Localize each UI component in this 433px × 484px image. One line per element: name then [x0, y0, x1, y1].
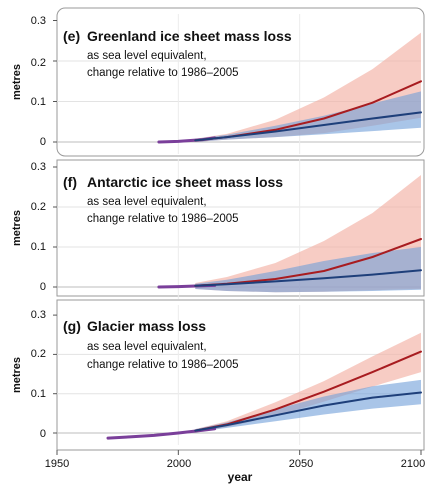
x-tick-2050: 2050 [289, 458, 313, 470]
panel-e-ylabel: metres [11, 64, 23, 100]
x-axis-label: year [228, 470, 253, 484]
panel-e-subtitle-2: change relative to 1986–2005 [87, 67, 239, 79]
panel-f-plot [53, 159, 422, 299]
panel-g-ytick-0.2: 0.2 [31, 348, 46, 360]
panel-e-ytick-0.1: 0.1 [31, 96, 46, 108]
x-tick-2000: 2000 [167, 458, 191, 470]
panel-e-low-band [195, 91, 421, 142]
x-tick-1950: 1950 [45, 458, 69, 470]
panel-f: (f) Antarctic ice sheet mass loss as sea… [11, 159, 425, 299]
panel-g-subtitle-1: as sea level equivalent, [87, 341, 207, 353]
panel-e-low-line [194, 111, 422, 142]
panel-g-title: Glacier mass loss [87, 318, 206, 334]
panel-f-title: Antarctic ice sheet mass loss [87, 174, 283, 190]
panel-f-low-line [194, 269, 422, 287]
x-tick-2100: 2100 [401, 458, 425, 470]
panel-e-ytick-0: 0 [40, 136, 46, 148]
panel-e-plot [53, 14, 422, 154]
panel-g-letter: (g) [63, 318, 81, 334]
panel-f-subtitle-1: as sea level equivalent, [87, 196, 207, 208]
panel-f-ytick-0: 0 [40, 281, 46, 293]
panel-e: (e) Greenland ice sheet mass loss as sea… [11, 7, 425, 157]
panel-g-subtitle-2: change relative to 1986–2005 [87, 359, 239, 371]
panel-f-ytick-0.3: 0.3 [31, 161, 46, 173]
panel-f-letter: (f) [63, 174, 77, 190]
panel-g-ytick-0: 0 [40, 428, 46, 440]
panel-g: (g) Glacier mass loss as sea level equiv… [11, 299, 425, 484]
panel-e-ytick-0.2: 0.2 [31, 57, 46, 69]
panel-g-high-band [195, 332, 421, 433]
panel-f-ylabel: metres [11, 210, 23, 246]
panel-e-letter: (e) [63, 28, 80, 44]
panel-f-subtitle-2: change relative to 1986–2005 [87, 213, 239, 225]
panel-g-low-line [194, 391, 422, 432]
panel-g-ytick-0.1: 0.1 [31, 388, 46, 400]
panel-f-ytick-0.1: 0.1 [31, 241, 46, 253]
panel-e-title: Greenland ice sheet mass loss [87, 28, 292, 44]
panel-g-plot [53, 305, 422, 455]
panel-e-ytick-0.3: 0.3 [31, 15, 46, 27]
panel-g-ylabel: metres [11, 357, 23, 393]
panel-e-subtitle-1: as sea level equivalent, [87, 50, 207, 62]
panel-f-ytick-0.2: 0.2 [31, 201, 46, 213]
panel-g-ytick-0.3: 0.3 [31, 309, 46, 321]
